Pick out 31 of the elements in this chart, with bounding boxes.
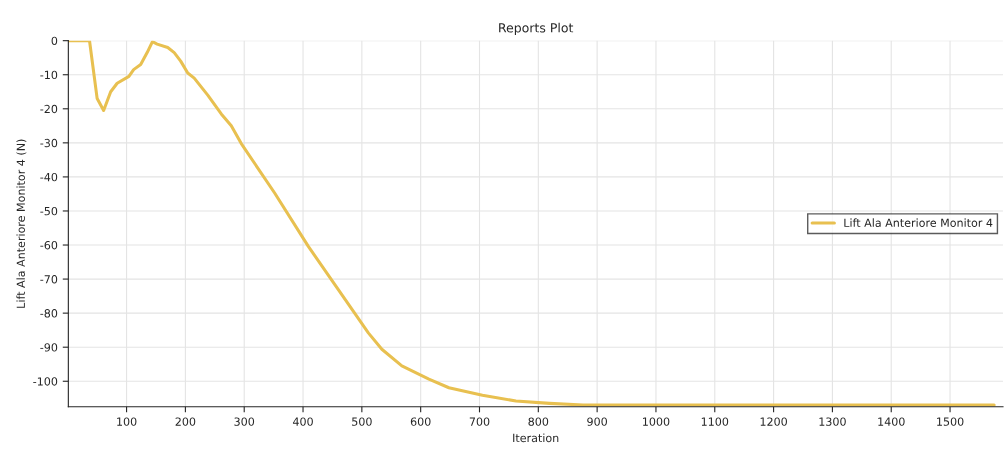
chart-title: Reports Plot xyxy=(499,22,574,35)
y-tick-label: -100 xyxy=(33,377,58,386)
x-tick-label: 1300 xyxy=(819,417,846,426)
x-tick-label: 1500 xyxy=(937,417,964,426)
line-series xyxy=(68,40,996,407)
x-axis-title: Iteration xyxy=(513,433,559,443)
x-tick-label: 1000 xyxy=(643,417,670,426)
y-tick-label: 0 xyxy=(51,36,58,46)
y-tick-label: -40 xyxy=(40,172,58,182)
y-axis-title: Lift Ala Anteriore Monitor 4 (N) xyxy=(16,139,27,308)
y-tick-label: -20 xyxy=(40,104,58,114)
x-tick-label: 1200 xyxy=(760,417,787,426)
x-tick-label: 800 xyxy=(528,417,549,426)
y-tick-label: -70 xyxy=(40,275,58,284)
x-tick-label: 300 xyxy=(234,417,255,426)
y-tick-label: -90 xyxy=(40,343,58,352)
x-tick-label: 900 xyxy=(587,417,607,426)
x-tick-label: 400 xyxy=(292,417,313,426)
y-tick-label: -10 xyxy=(40,70,58,80)
y-tick-label: -80 xyxy=(40,309,58,318)
x-tick-label: 100 xyxy=(117,417,137,426)
y-tick-label: -30 xyxy=(40,138,58,148)
x-tick-label: 1100 xyxy=(701,417,729,426)
x-tick-label: 1400 xyxy=(878,417,905,426)
y-tick-label: -60 xyxy=(40,241,58,250)
x-tick-label: 200 xyxy=(175,417,196,426)
x-tick-label: 700 xyxy=(469,417,490,426)
y-tick-label: -50 xyxy=(40,206,58,216)
legend-label: Lift Ala Anteriore Monitor 4 xyxy=(844,218,993,227)
x-tick-label: 600 xyxy=(410,417,431,426)
x-tick-label: 500 xyxy=(352,417,372,426)
